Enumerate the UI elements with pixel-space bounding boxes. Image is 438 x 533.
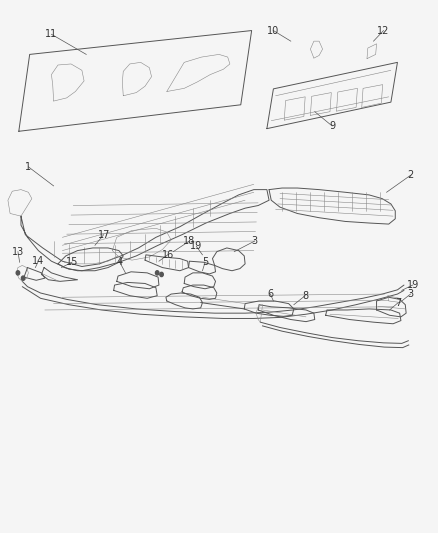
Text: 4: 4 (117, 257, 123, 267)
Text: 9: 9 (329, 121, 335, 131)
Text: 3: 3 (251, 236, 258, 246)
Text: 13: 13 (12, 247, 24, 257)
Circle shape (21, 276, 25, 280)
Text: 12: 12 (377, 26, 390, 36)
Text: 19: 19 (406, 280, 419, 290)
Text: 3: 3 (407, 289, 413, 299)
Text: 11: 11 (45, 29, 57, 39)
Text: 17: 17 (98, 230, 110, 240)
Text: 16: 16 (162, 250, 174, 260)
Text: 2: 2 (407, 171, 413, 180)
Circle shape (155, 271, 159, 275)
Text: 1: 1 (25, 162, 32, 172)
Text: 5: 5 (202, 257, 208, 267)
Text: 18: 18 (183, 236, 195, 246)
Text: 14: 14 (32, 256, 45, 266)
Text: 8: 8 (302, 290, 308, 301)
Text: 15: 15 (66, 257, 78, 267)
Text: 19: 19 (190, 241, 202, 252)
Circle shape (16, 271, 20, 275)
Text: 6: 6 (267, 289, 273, 299)
Text: 10: 10 (267, 26, 279, 36)
Circle shape (160, 272, 163, 277)
Text: 7: 7 (395, 297, 402, 308)
